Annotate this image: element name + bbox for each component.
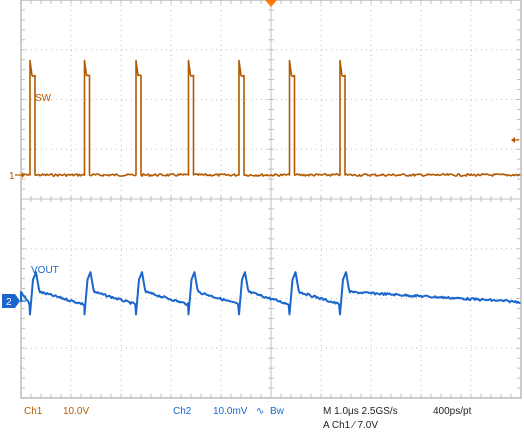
timebase-readout: M 1.0µs 2.5GS/s [323,406,398,417]
bandwidth-limit-label: Bw [270,406,285,417]
sw-trace [21,59,521,177]
sw-series-label: SW [35,93,52,104]
resolution-readout: 400ps/pt [433,406,472,417]
ch1-ground-marker: 1 [9,171,25,182]
trigger-position-marker [265,0,277,7]
ch1-marker-number: 1 [9,171,15,182]
ch2-label: Ch2 [173,406,192,417]
vout-series-label: VOUT [31,265,59,276]
readout-bar: Ch1 10.0V Ch2 10.0mV ∿ Bw M 1.0µs 2.5GS/… [24,406,472,431]
trigger-level-arrow [511,137,515,143]
ch1-scale: 10.0V [63,406,89,417]
bandwidth-limit-icon: ∿ [256,406,264,417]
ch2-scale: 10.0mV [213,406,248,417]
ch1-label: Ch1 [24,406,43,417]
graticule [20,0,522,399]
ch2-ground-marker: 2 [2,294,26,308]
ch2-marker-number: 2 [6,297,12,308]
trigger-readout: A Ch1 ⁄ 7.0V [323,420,378,431]
vout-trace [20,271,521,316]
